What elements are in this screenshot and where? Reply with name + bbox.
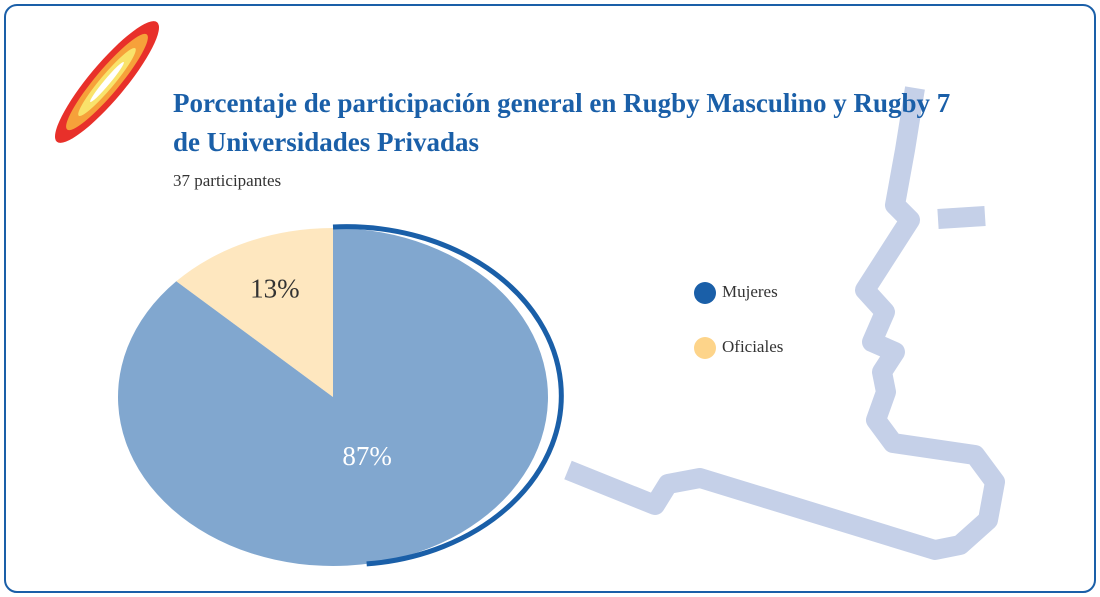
legend-swatch bbox=[694, 337, 716, 359]
data-label: 87% bbox=[342, 441, 392, 471]
plot: 87% 13% bbox=[118, 227, 561, 566]
legend: Mujeres Oficiales bbox=[694, 282, 783, 359]
logo bbox=[43, 11, 171, 154]
legend-label: Mujeres bbox=[722, 282, 778, 301]
chart-subtitle: 37 participantes bbox=[173, 171, 281, 191]
data-label: 13% bbox=[250, 274, 300, 304]
legend-label: Oficiales bbox=[722, 337, 783, 356]
page: 87% 13% Mujeres Oficiales Porcentaje de pa… bbox=[0, 0, 1100, 597]
chart-title: Porcentaje de participación general en R… bbox=[173, 84, 973, 162]
legend-swatch bbox=[694, 282, 716, 304]
